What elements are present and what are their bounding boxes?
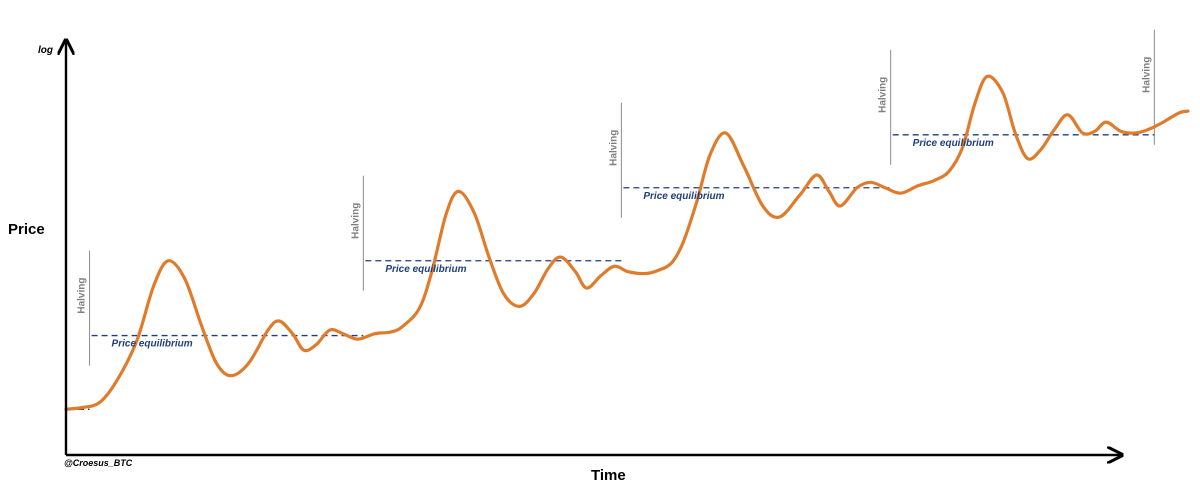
halving-lines <box>89 29 1155 366</box>
equilibrium-lines <box>68 134 1155 410</box>
equilibrium-label-5: Price equilibrium <box>913 138 994 149</box>
equilibrium-label-3: Price equilibrium <box>385 264 466 275</box>
halving-label-3: Halving <box>608 130 619 166</box>
y-scale-label: log <box>38 45 53 56</box>
annotation-labels: Halving Halving Halving Halving Halving Price… <box>77 57 1153 350</box>
halving-label-2: Halving <box>350 203 361 239</box>
x-axis-label: Time <box>591 467 626 484</box>
halving-label-4: Halving <box>878 77 889 113</box>
equilibrium-label-2: Price equilibrium <box>112 339 193 350</box>
halving-label-5: Halving <box>1141 57 1152 93</box>
y-axis-label: Price <box>8 221 45 238</box>
credit-label: @Croesus_BTC <box>64 458 133 468</box>
equilibrium-label-4: Price equilibrium <box>643 191 724 202</box>
halving-label-1: Halving <box>77 278 88 314</box>
price-line <box>64 74 1190 411</box>
